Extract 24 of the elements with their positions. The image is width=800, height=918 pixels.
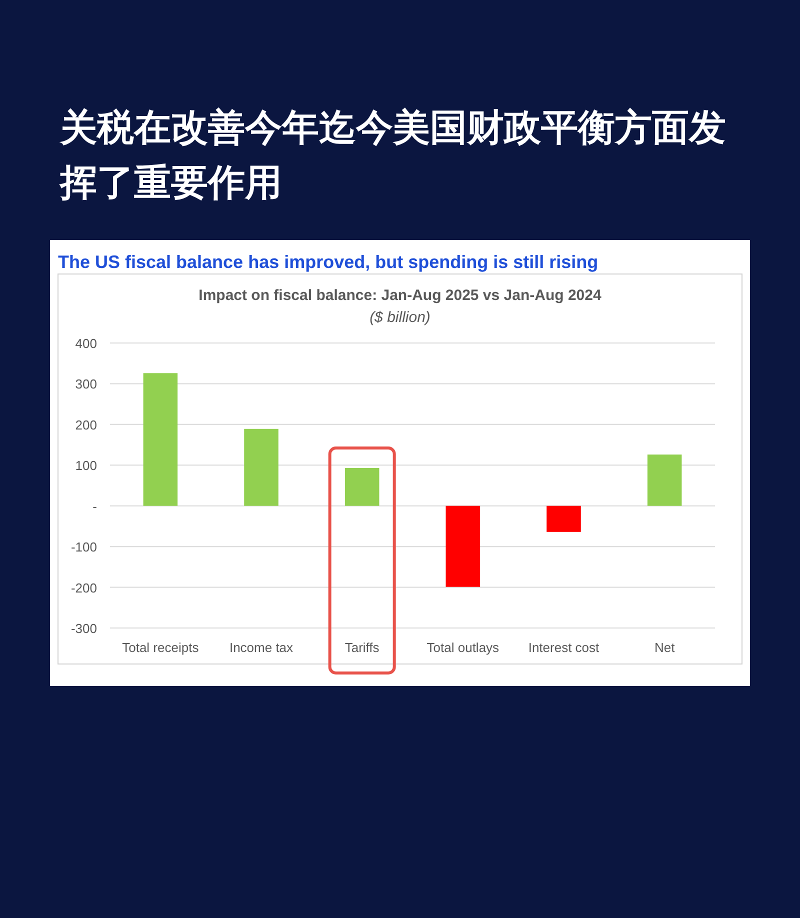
bar [143, 373, 178, 506]
text: ($ billion) [370, 309, 430, 326]
x-tick-label: Total outlays [426, 640, 500, 655]
bar [446, 506, 480, 587]
y-tick-label: 100 [75, 458, 97, 474]
x-tick-label: Income tax [229, 640, 294, 655]
y-tick-label: -200 [70, 580, 97, 596]
y-tick-label: - [92, 498, 97, 514]
x-tick-label: Tariffs [344, 640, 380, 655]
x-tick-label: Interest cost [528, 640, 600, 655]
x-tick-label: Net [654, 640, 676, 655]
y-tick-label: 400 [75, 336, 97, 351]
y-tick-label: -300 [70, 621, 97, 636]
bar [647, 454, 682, 506]
bar [546, 506, 581, 532]
bar [344, 468, 380, 506]
y-tick-label: -100 [70, 540, 97, 555]
y-tick-label: 200 [75, 417, 97, 432]
bar [244, 428, 278, 506]
chart-title: 关税在改善今年迄今美国财政平衡方面发挥了重要作用 [59, 107, 726, 203]
y-tick-label: 300 [75, 376, 97, 392]
x-tick-label: Total receipts [122, 640, 200, 655]
chart-subtitle: The US fiscal balance has improved, but spending is still rising [58, 252, 598, 272]
text: Impact on fiscal balance: Jan-Aug 2025 vs Jan-Aug 2024 [198, 287, 602, 304]
